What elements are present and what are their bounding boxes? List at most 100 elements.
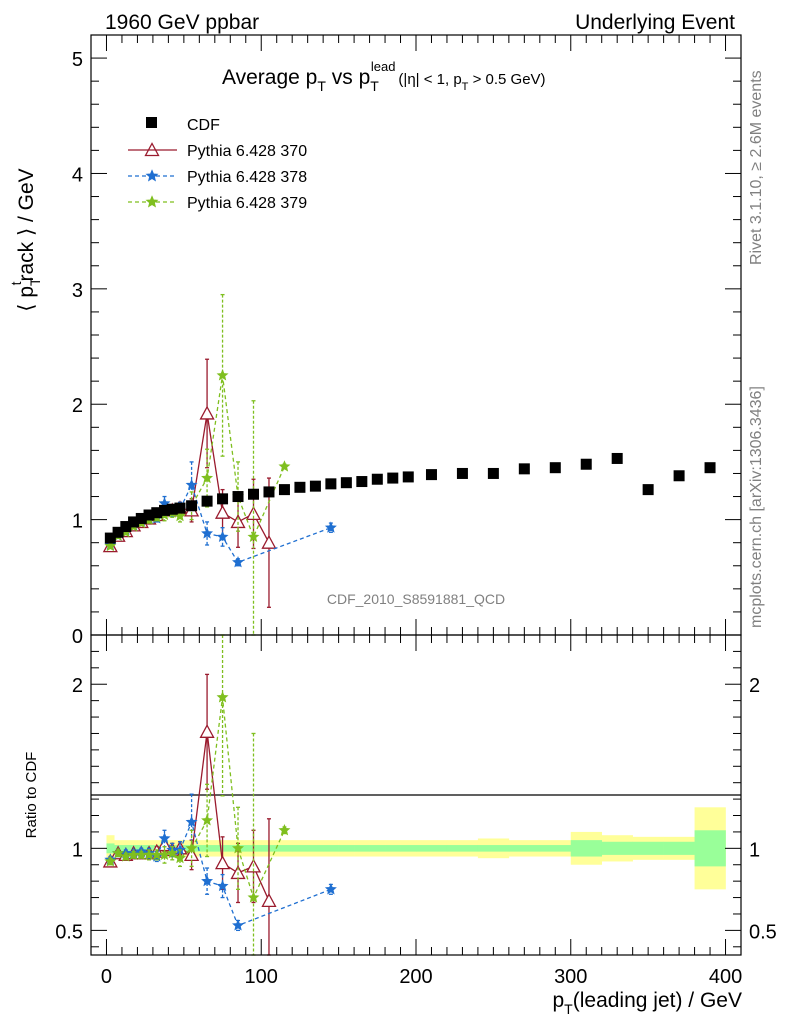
point-p379 bbox=[216, 691, 229, 703]
cdf-point bbox=[294, 481, 306, 493]
legend-marker-370 bbox=[144, 142, 160, 157]
point-p378 bbox=[185, 815, 198, 828]
ratio-band-inner bbox=[632, 841, 664, 855]
ratio-ytick-label: 0.5 bbox=[55, 921, 83, 943]
cdf-point bbox=[186, 500, 198, 512]
cdf-point bbox=[166, 503, 178, 515]
cdf-point bbox=[248, 488, 259, 500]
main-ytick-label: 5 bbox=[72, 49, 83, 71]
cdf-point bbox=[356, 476, 368, 488]
main-ytick-label: 4 bbox=[72, 164, 83, 186]
legend: CDF Pythia 6.428 370 Pythia 6.428 378 Py… bbox=[128, 117, 307, 212]
main-ytick-label: 3 bbox=[72, 280, 83, 302]
legend-label-cdf: CDF bbox=[187, 117, 220, 134]
ratio-band-inner bbox=[338, 845, 355, 852]
ratio-band-inner bbox=[276, 845, 293, 852]
ratio-band-inner bbox=[323, 845, 339, 852]
ratio-band-inner bbox=[601, 841, 633, 855]
cdf-point bbox=[487, 467, 499, 479]
point-p379 bbox=[216, 369, 229, 381]
point-p379 bbox=[104, 855, 117, 867]
ratio-ytick-label-right: 2 bbox=[749, 675, 760, 697]
rivet-label: Rivet 3.1.10, ≥ 2.6M events bbox=[748, 70, 765, 265]
ratio-band-inner bbox=[570, 840, 603, 857]
mcplots-label: mcplots.cern.ch [arXiv:1306.3436] bbox=[748, 386, 765, 628]
ratio-band-inner bbox=[400, 845, 417, 852]
cdf-point bbox=[549, 462, 561, 474]
cdf-point bbox=[135, 512, 147, 524]
point-p379 bbox=[185, 842, 198, 854]
cdf-point bbox=[217, 493, 229, 505]
ratio-band-inner bbox=[539, 845, 572, 852]
legend-star-379-shape bbox=[145, 195, 159, 208]
watermark: CDF_2010_S8591881_QCD bbox=[327, 591, 505, 607]
point-p370 bbox=[261, 534, 277, 549]
point-p379 bbox=[278, 460, 291, 472]
cdf-point bbox=[387, 472, 399, 484]
cdf-point bbox=[128, 516, 140, 528]
legend-marker-379 bbox=[145, 195, 159, 208]
ratio-band-inner bbox=[106, 843, 115, 854]
point-p379 bbox=[174, 851, 186, 864]
cdf-point bbox=[143, 509, 155, 521]
cdf-point bbox=[456, 467, 468, 479]
series-cdf bbox=[104, 452, 716, 544]
point-p370 bbox=[261, 892, 277, 907]
cdf-point bbox=[642, 484, 654, 496]
series-line-p370 bbox=[109, 731, 270, 902]
chart-title: Average pT vs pTlead(|η| < 1, pT > 0.5 G… bbox=[222, 59, 546, 94]
cdf-point bbox=[340, 477, 352, 489]
cdf-point bbox=[673, 470, 685, 482]
ratio-xtick-label: 300 bbox=[554, 966, 587, 988]
ratio-panel: 0 100 200 300 400 0.5 0.5 1 1 2 2 Ratio to CDF pT(… bbox=[23, 634, 777, 1017]
ratio-band-inner bbox=[369, 845, 386, 852]
cdf-point bbox=[580, 458, 592, 470]
legend-label-378: Pythia 6.428 378 bbox=[187, 169, 307, 186]
series-p370 bbox=[102, 673, 277, 956]
ratio-ytick-label: 1 bbox=[72, 839, 83, 861]
ratio-band-inner bbox=[477, 845, 510, 852]
point-p378 bbox=[324, 521, 337, 533]
point-p378 bbox=[232, 556, 244, 568]
ratio-band-inner bbox=[354, 845, 370, 852]
ratio-ytick-label-right: 1 bbox=[749, 839, 760, 861]
series-p379 bbox=[104, 293, 291, 636]
point-p378 bbox=[216, 530, 229, 543]
series-line-p378 bbox=[109, 820, 332, 927]
cdf-point bbox=[518, 463, 530, 475]
cdf-point bbox=[309, 480, 321, 492]
point-p370 bbox=[199, 405, 215, 420]
ratio-ticks: 0 100 200 300 400 0.5 0.5 1 1 2 2 bbox=[55, 635, 777, 988]
point-p379 bbox=[201, 471, 214, 484]
cdf-point bbox=[159, 504, 171, 516]
cdf-point bbox=[402, 471, 414, 483]
point-p370 bbox=[199, 723, 215, 738]
cdf-point bbox=[201, 495, 213, 507]
point-p378 bbox=[158, 832, 171, 844]
cdf-point bbox=[278, 484, 290, 496]
ratio-band-inner bbox=[385, 845, 401, 852]
ratio-band-inner bbox=[694, 830, 726, 867]
main-series-layer bbox=[102, 293, 716, 636]
legend-marker-378 bbox=[145, 169, 159, 182]
ratio-band-inner bbox=[416, 845, 448, 852]
ratio-xtick-label: 0 bbox=[101, 966, 112, 988]
point-p379 bbox=[247, 891, 260, 903]
main-ytick-label: 2 bbox=[72, 395, 83, 417]
cdf-point bbox=[232, 491, 244, 503]
main-ytick-label: 0 bbox=[72, 626, 83, 648]
ratio-xtick-label: 200 bbox=[399, 966, 432, 988]
point-p379 bbox=[201, 814, 214, 826]
ratio-ytick-label-right: 0.5 bbox=[749, 921, 777, 943]
header-left: 1960 GeV ppbar bbox=[105, 11, 259, 34]
ratio-ylabel: Ratio to CDF bbox=[23, 752, 40, 839]
point-p378 bbox=[201, 527, 214, 539]
point-p378 bbox=[185, 478, 198, 491]
point-p379 bbox=[232, 842, 244, 854]
main-ytick-label: 1 bbox=[72, 511, 83, 533]
legend-star-378-shape bbox=[145, 169, 159, 182]
ratio-band-inner bbox=[199, 845, 216, 852]
header-right: Underlying Event bbox=[575, 11, 735, 34]
cdf-point bbox=[263, 486, 275, 498]
